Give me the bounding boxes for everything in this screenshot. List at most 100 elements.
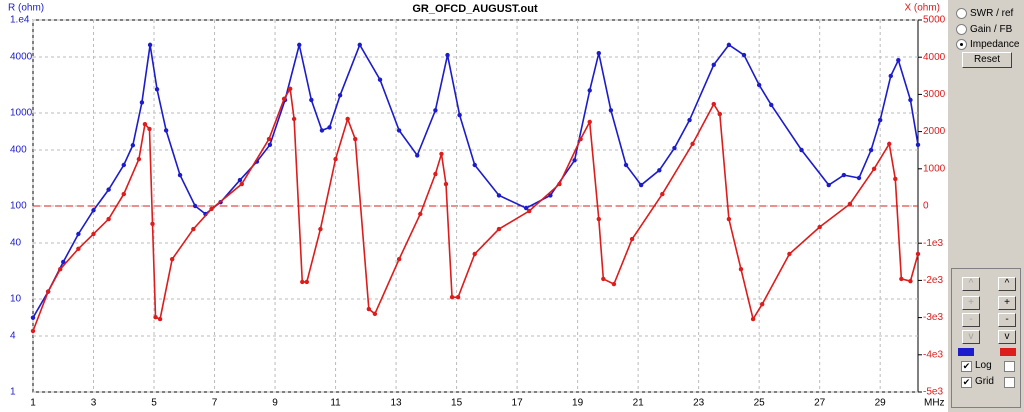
y2-axis-label: X (ohm): [904, 3, 940, 14]
mode-label: Impedance: [970, 39, 1020, 50]
data-point: [130, 143, 136, 148]
data-point: [136, 156, 142, 162]
grid-label: Grid: [975, 376, 994, 387]
data-point: [150, 221, 155, 227]
data-point: [443, 181, 449, 187]
data-point: [915, 251, 921, 257]
data-point: [472, 162, 477, 168]
x-tick-label: 7: [212, 398, 218, 409]
left-up[interactable]: ^: [962, 277, 980, 291]
y2-tick-label: 2000: [923, 126, 946, 137]
left-color[interactable]: [958, 348, 974, 356]
y2-tick-label: -3e3: [923, 312, 943, 323]
data-point: [396, 256, 402, 262]
mode-option[interactable]: Gain / FB: [956, 24, 1012, 35]
data-point: [304, 279, 310, 285]
right-down[interactable]: v: [998, 330, 1016, 344]
grid-checkbox-right[interactable]: [1004, 377, 1015, 388]
data-point: [297, 42, 302, 48]
data-point: [192, 203, 198, 209]
radio[interactable]: [956, 39, 967, 50]
data-point: [76, 231, 81, 237]
data-point: [415, 153, 420, 158]
mode-label: SWR / ref: [970, 8, 1014, 19]
y-tick-label: 10: [10, 294, 22, 305]
data-point: [449, 294, 455, 300]
data-point: [660, 191, 665, 197]
data-point: [887, 141, 892, 147]
y2-tick-label: 4000: [923, 52, 946, 63]
y-tick-label: 4: [10, 331, 16, 342]
y-tick-label: 40: [10, 238, 22, 249]
data-point: [711, 62, 716, 67]
radio[interactable]: [956, 24, 967, 35]
right-minus[interactable]: -: [998, 313, 1016, 327]
x-tick-label: 17: [512, 398, 524, 409]
x-tick-label: 5: [151, 398, 157, 409]
data-point: [888, 73, 893, 79]
data-point: [826, 182, 831, 188]
mode-option[interactable]: SWR / ref: [956, 8, 1013, 19]
data-point: [45, 289, 51, 294]
x-tick-label: 1: [30, 398, 36, 409]
right-up[interactable]: ^: [998, 277, 1016, 291]
data-point: [157, 316, 163, 322]
data-point: [418, 211, 423, 217]
y2-tick-label: -1e3: [923, 238, 943, 249]
x-tick-label: 23: [693, 398, 705, 409]
data-point: [281, 96, 287, 102]
data-point: [106, 216, 111, 222]
reset-button[interactable]: Reset: [962, 52, 1012, 68]
data-point: [596, 216, 601, 222]
data-point: [472, 251, 477, 257]
left-minus[interactable]: -: [962, 313, 980, 327]
data-point: [445, 52, 450, 58]
x-tick-label: 19: [572, 398, 584, 409]
y-axis-label: R (ohm): [8, 3, 44, 14]
data-point: [30, 315, 36, 320]
x-tick-label: 13: [391, 398, 403, 409]
left-plus[interactable]: +: [962, 296, 980, 310]
data-point: [687, 117, 692, 123]
data-point: [587, 119, 592, 125]
right-color[interactable]: [1000, 348, 1016, 356]
data-point: [496, 226, 502, 232]
data-point: [523, 205, 529, 211]
data-point: [841, 172, 847, 178]
data-point: [457, 112, 462, 118]
radio[interactable]: [956, 8, 967, 19]
data-point: [309, 97, 314, 103]
series-line: [32, 43, 919, 319]
data-point: [611, 281, 617, 287]
data-point: [496, 193, 502, 198]
data-point: [847, 201, 853, 207]
right-plus[interactable]: +: [998, 296, 1016, 310]
data-point: [61, 259, 66, 265]
grid-checkbox[interactable]: ✔: [961, 377, 972, 388]
data-point: [672, 145, 677, 151]
data-point: [557, 181, 562, 187]
data-point: [439, 151, 444, 157]
data-point: [366, 306, 372, 312]
data-point: [154, 87, 160, 92]
y-tick-label: 4000: [10, 52, 33, 63]
data-point: [726, 216, 732, 222]
y-tick-label: 400: [10, 145, 27, 156]
y2-tick-label: 1000: [923, 163, 946, 174]
log-checkbox-right[interactable]: [1004, 361, 1015, 372]
y-tick-label: 1000: [10, 108, 33, 119]
x-axis-label: MHz: [924, 398, 945, 409]
data-point: [868, 147, 874, 153]
mode-option[interactable]: Impedance: [956, 39, 1019, 50]
log-label: Log: [975, 360, 992, 371]
left-down[interactable]: v: [962, 330, 980, 344]
data-point: [345, 116, 350, 122]
data-point: [629, 236, 635, 242]
log-checkbox[interactable]: ✔: [961, 361, 972, 372]
y2-tick-label: 3000: [923, 89, 946, 100]
data-point: [191, 226, 196, 232]
data-point: [147, 126, 152, 132]
axis-controls: ^ ^ + + - - v v ✔ Log ✔ Grid: [951, 268, 1021, 408]
x-tick-label: 25: [754, 398, 766, 409]
